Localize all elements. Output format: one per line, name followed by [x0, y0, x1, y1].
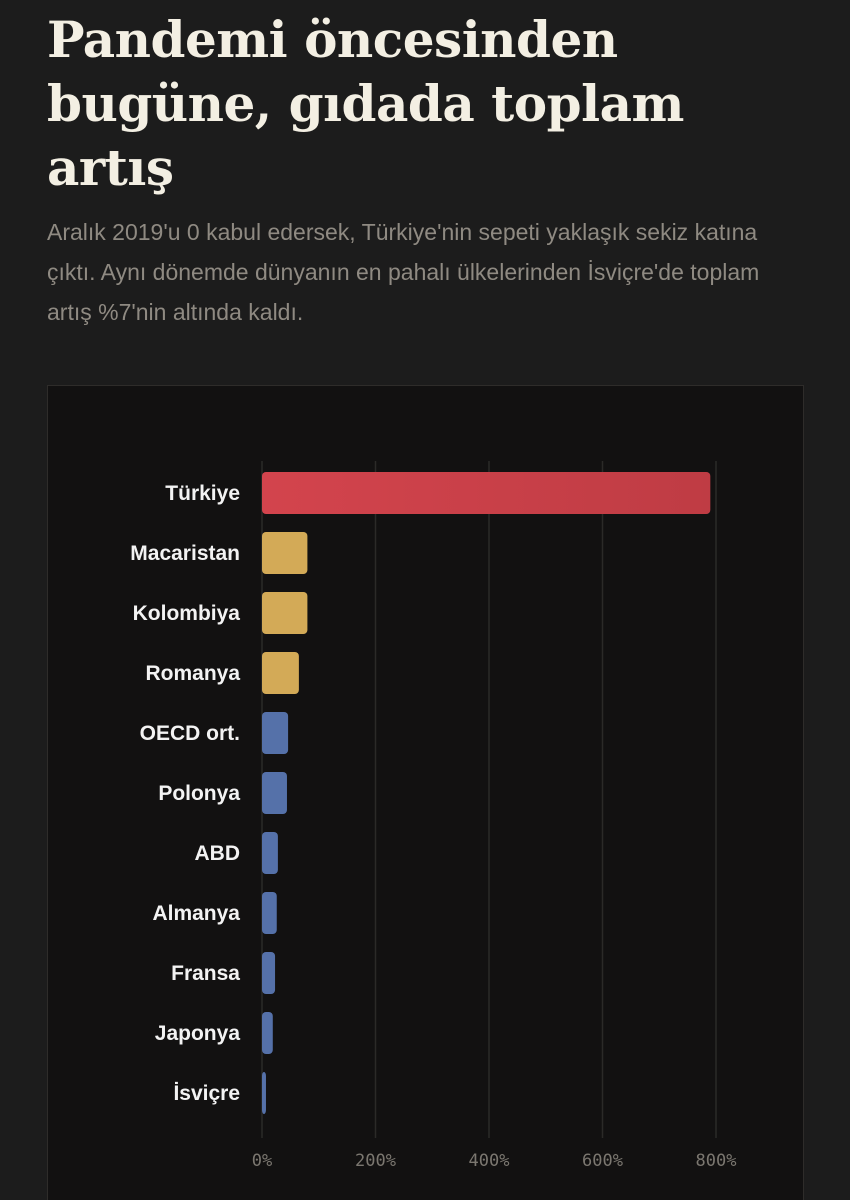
category-label: Kolombiya — [133, 602, 241, 625]
bar-chart: Türkiye Macaristan Kolombiya Romanya OECD or… — [130, 461, 737, 1171]
bar — [262, 952, 276, 994]
category-label: İsviçre — [173, 1082, 240, 1105]
category-label: Almanya — [152, 902, 240, 925]
x-tick-label: 600% — [582, 1151, 623, 1171]
bars — [262, 472, 711, 1114]
category-labels: Türkiye Macaristan Kolombiya Romanya OECD or… — [130, 482, 240, 1105]
bar — [262, 1072, 266, 1114]
x-tick-label: 200% — [355, 1151, 396, 1171]
x-tick-label: 800% — [696, 1151, 737, 1171]
bar — [262, 532, 308, 574]
category-label: Romanya — [145, 662, 240, 685]
category-label: Fransa — [171, 962, 240, 985]
bar — [262, 592, 308, 634]
grid-lines — [261, 461, 717, 1138]
x-tick-label: 0% — [252, 1151, 272, 1171]
bar — [262, 832, 278, 874]
chart-panel: Türkiye Macaristan Kolombiya Romanya OECD or… — [47, 385, 804, 1200]
category-label: Polonya — [158, 782, 240, 805]
bar — [262, 892, 277, 934]
bar — [262, 712, 289, 754]
page-subtitle: Aralık 2019'u 0 kabul edersek, Türkiye'n… — [47, 219, 760, 325]
category-label: OECD ort. — [140, 722, 240, 745]
bar — [262, 1012, 273, 1054]
category-label: Japonya — [155, 1022, 241, 1045]
page-title: Pandemi öncesinden bugüne, gıdada toplam… — [47, 10, 684, 197]
bar — [262, 772, 287, 814]
x-tick-label: 400% — [469, 1151, 510, 1171]
bar — [262, 472, 711, 514]
category-label: Türkiye — [165, 482, 240, 505]
category-label: ABD — [195, 842, 241, 865]
bar — [262, 652, 299, 694]
x-axis-ticks: 0% 200% 400% 600% 800% — [252, 1151, 737, 1171]
category-label: Macaristan — [130, 542, 240, 565]
